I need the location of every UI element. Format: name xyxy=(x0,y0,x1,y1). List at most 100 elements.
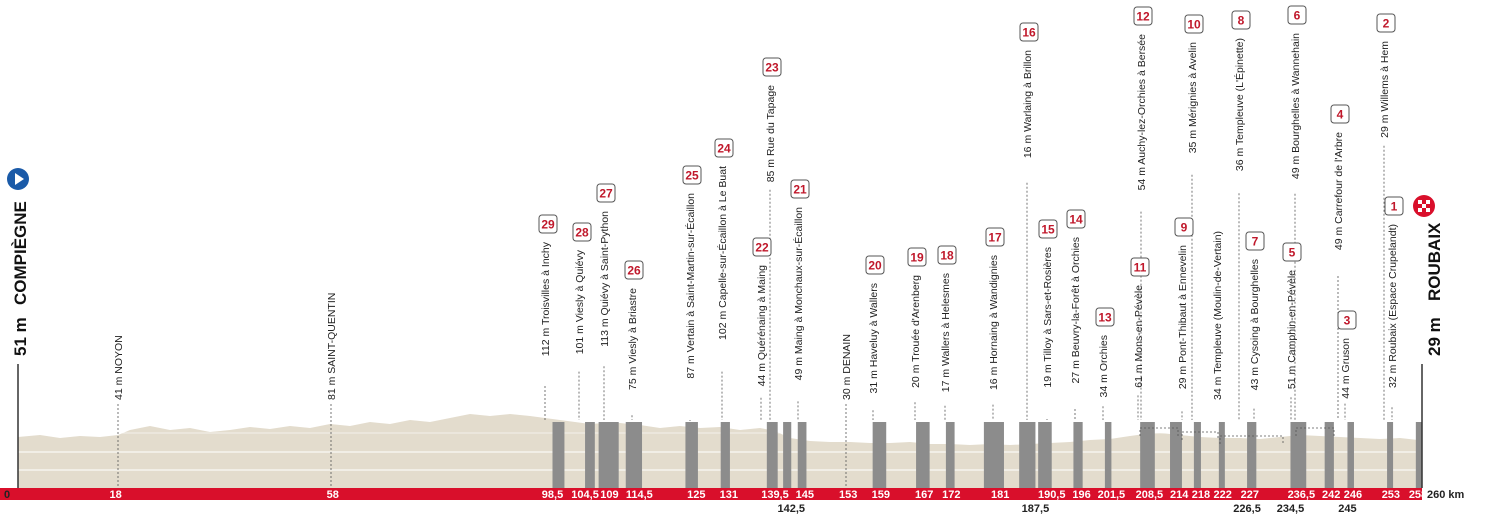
km-tick: 167 xyxy=(915,489,933,501)
sector-bracket xyxy=(1181,431,1219,440)
cobble-sector-27 xyxy=(598,422,619,488)
sector-badge-7 xyxy=(1245,231,1265,251)
cobble-sector-17 xyxy=(983,422,1004,488)
km-tick: 196 xyxy=(1072,489,1090,501)
km-bar xyxy=(0,488,1422,500)
cobble-sector-20 xyxy=(872,422,887,488)
sector-badge-29 xyxy=(538,214,558,234)
km-tick: 131 xyxy=(720,489,738,501)
km-tick: 246 xyxy=(1344,489,1362,501)
km-tick: 253 xyxy=(1382,489,1400,501)
km-tick: 214 xyxy=(1170,489,1189,501)
cobble-sector-5 xyxy=(1290,422,1302,488)
place-label: 30 m DENAIN xyxy=(841,334,853,400)
start-name: COMPIÈGNE xyxy=(11,201,30,305)
sector-label-6: 49 m Bourghelles à Wannehain xyxy=(1290,33,1302,179)
sector-badge-18 xyxy=(937,245,957,265)
km-tick: 139,5 xyxy=(761,489,789,501)
sector-number-17: 17 xyxy=(988,231,1002,245)
sector-number-27: 27 xyxy=(599,187,613,201)
place-label: 41 m NOYON xyxy=(113,335,125,400)
km-tick-below: 142,5 xyxy=(777,503,805,515)
sector-badge-25 xyxy=(682,165,702,185)
sector-number-12: 12 xyxy=(1136,10,1150,24)
sector-label-3: 44 m Gruson xyxy=(1340,338,1352,399)
sector-number-25: 25 xyxy=(685,169,699,183)
sector-number-18: 18 xyxy=(940,249,954,263)
km-tick-below: 234,5 xyxy=(1277,503,1305,515)
sector-number-11: 11 xyxy=(1134,261,1147,275)
cobble-sector-24 xyxy=(720,422,730,488)
sector-label-15: 19 m Tilloy à Sars-et-Rosières xyxy=(1042,247,1054,388)
sector-label-20: 31 m Haveluy à Wallers xyxy=(868,283,880,393)
km-tick-below: 226,5 xyxy=(1233,503,1261,515)
sector-label-moulin: 34 m Templeuve (Moulin-de-Vertain) xyxy=(1212,231,1224,400)
cobble-sector-21 xyxy=(797,422,807,488)
sector-badge-24 xyxy=(714,138,734,158)
cobble-sector-23 xyxy=(783,422,792,488)
sector-label-29: 112 m Troisvilles à Inchy xyxy=(540,241,552,356)
sector-badge-13 xyxy=(1095,307,1115,327)
sector-label-27: 113 m Quiévy à Saint-Python xyxy=(599,211,611,347)
sector-badge-4 xyxy=(1330,104,1350,124)
sector-number-28: 28 xyxy=(575,226,589,240)
sector-label-28: 101 m Viesly à Quiévy xyxy=(574,249,586,354)
km-tick: 172 xyxy=(942,489,960,501)
km-tick: 218 xyxy=(1192,489,1210,501)
sector-label-21: 49 m Maing à Monchaux-sur-Écaillon xyxy=(792,207,805,380)
cobble-sector-28 xyxy=(585,422,595,488)
sector-badge-15 xyxy=(1038,219,1058,239)
cobble-sector-14 xyxy=(1073,422,1083,488)
sector-label-17: 16 m Hornaing à Wandignies xyxy=(988,255,1000,390)
km-tick: 242 xyxy=(1322,489,1340,501)
place-label: 81 m SAINT-QUENTIN xyxy=(326,293,338,400)
km-tick: 125 xyxy=(687,489,705,501)
km-tick: 104,5 xyxy=(571,489,599,501)
km-tick: 145 xyxy=(796,489,814,501)
sector-label-18: 17 m Wallers à Helesmes xyxy=(940,273,952,392)
cobble-sector-16 xyxy=(1019,422,1036,488)
sector-badge-20 xyxy=(865,255,885,275)
cobble-sector-6 xyxy=(1300,422,1307,488)
cobble-sector-19 xyxy=(916,422,930,488)
sector-label-12: 54 m Auchy-lez-Orchies à Bersée xyxy=(1136,34,1148,191)
sector-label-5: 51 m Camphin-en-Pévèle xyxy=(1286,270,1298,389)
sector-number-26: 26 xyxy=(627,264,641,278)
km-tick: 109 xyxy=(600,489,618,501)
cobble-sector-15 xyxy=(1038,422,1052,488)
sector-number-20: 20 xyxy=(868,259,882,273)
sector-label-4: 49 m Carrefour de l'Arbre xyxy=(1333,132,1345,250)
sector-bracket xyxy=(1219,435,1284,444)
sector-badge-16 xyxy=(1019,22,1039,42)
sector-label-19: 20 m Trouée d'Arenberg xyxy=(910,275,922,388)
cobble-sector-10 xyxy=(1170,422,1182,488)
terrain-profile xyxy=(18,414,1418,488)
sector-badge-27 xyxy=(596,183,616,203)
cobble-sector-18 xyxy=(945,422,955,488)
sector-badge-28 xyxy=(572,222,592,242)
sector-label-22: 44 m Quérénaing à Maing xyxy=(756,265,768,387)
sector-badge-21 xyxy=(790,179,810,199)
sector-number-21: 21 xyxy=(793,183,807,197)
sector-number-3: 3 xyxy=(1344,314,1351,328)
sector-badge-11 xyxy=(1130,257,1150,277)
sector-label-13: 34 m Orchies xyxy=(1098,335,1110,397)
sector-number-24: 24 xyxy=(717,142,731,156)
km-labels: 18 58 98,5 104,5 109 114,5 125 131 139,5 145 153 15… xyxy=(110,489,1428,515)
km-tick: 208,5 xyxy=(1136,489,1164,501)
play-arrow-icon xyxy=(15,173,24,185)
sector-badge-8 xyxy=(1231,10,1251,30)
sector-number-19: 19 xyxy=(910,251,924,265)
leader-lines: 112 m Troisvilles à Inchy 101 m Viesly à … xyxy=(540,33,1399,444)
cobble-sector-7 xyxy=(1247,422,1254,488)
km-tick: 201,5 xyxy=(1098,489,1126,501)
sector-number-14: 14 xyxy=(1069,213,1083,227)
km-tick: 58 xyxy=(327,489,339,501)
sector-label-2: 29 m Willems à Hem xyxy=(1379,41,1391,138)
finish-altitude: 29 m xyxy=(1425,317,1444,356)
km-tick: 258 xyxy=(1409,489,1427,501)
cobble-sector-11 xyxy=(1141,422,1150,488)
cobble-sector-1 xyxy=(1415,422,1422,488)
